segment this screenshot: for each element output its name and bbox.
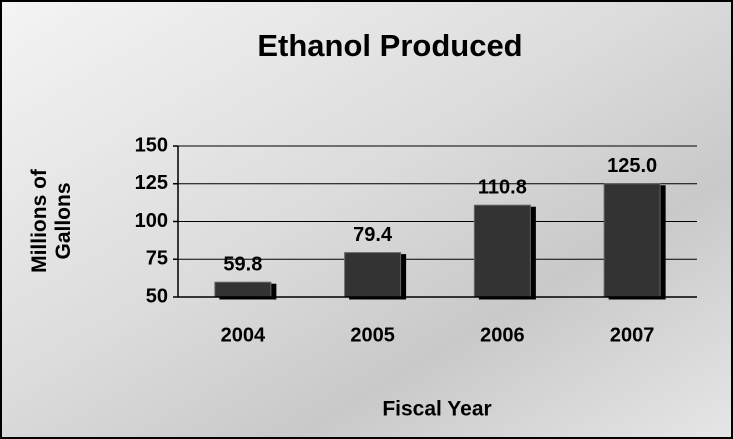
- x-tick-label: 2007: [610, 324, 655, 346]
- y-tick-label: 75: [146, 248, 168, 270]
- bar: [474, 205, 530, 297]
- bar: [345, 253, 401, 297]
- x-tick-label: 2004: [221, 324, 266, 346]
- chart-frame: Ethanol Produced Fiscal Year 50 75 100 125 1…: [0, 0, 733, 439]
- y-tick-label: 100: [135, 210, 168, 232]
- y-axis-title: Millions of Gallons: [28, 141, 76, 301]
- bar: [215, 282, 271, 297]
- y-tick-label: 50: [146, 285, 168, 307]
- y-tick-label: 125: [135, 172, 168, 194]
- bar: [604, 184, 660, 297]
- value-label: 59.8: [223, 253, 262, 275]
- chart-title: Ethanol Produced: [257, 28, 522, 63]
- value-label: 79.4: [353, 224, 393, 246]
- x-tick-label: 2006: [480, 324, 525, 346]
- x-axis-title: Fiscal Year: [382, 398, 491, 421]
- value-label: 110.8: [478, 176, 527, 198]
- y-tick-label: 150: [135, 134, 168, 156]
- value-label: 125.0: [607, 155, 657, 177]
- chart: Ethanol Produced Fiscal Year 50 75 100 125 1…: [0, 0, 733, 439]
- x-tick-label: 2005: [350, 324, 395, 346]
